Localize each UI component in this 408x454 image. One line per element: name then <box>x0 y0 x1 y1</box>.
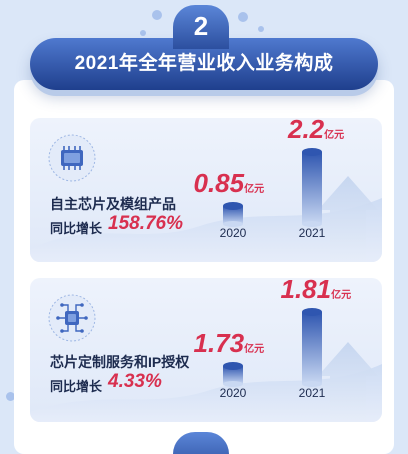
decor-dot <box>238 12 248 22</box>
bar-2020 <box>223 202 243 227</box>
year-tick-label: 2021 <box>298 226 326 240</box>
year-tick-label: 2020 <box>219 386 247 400</box>
wave-decoration <box>30 342 382 422</box>
decor-dot <box>140 30 146 36</box>
decor-dot <box>6 392 15 401</box>
bar-2021 <box>302 148 322 227</box>
section-number-badge: 2 <box>173 5 229 49</box>
year-tick-label: 2020 <box>219 226 247 240</box>
yoy-label: 同比增长 <box>50 221 103 236</box>
category-name: 自主芯片及模组产品 <box>50 196 176 212</box>
bar-2020 <box>223 362 243 387</box>
category-name: 芯片定制服务和IP授权 <box>50 354 190 370</box>
yoy-value: 158.76% <box>108 213 184 234</box>
bar-2021 <box>302 308 322 387</box>
business-card-chips: 自主芯片及模组产品 同比增长 158.76% 0.85亿元 2020 2.2亿元 20… <box>30 118 382 262</box>
circuit-chip-icon <box>48 294 96 342</box>
yoy-value: 4.33% <box>108 371 162 392</box>
bar-value-label: 0.85亿元 <box>193 168 265 198</box>
business-card-services: 芯片定制服务和IP授权 同比增长 4.33% 1.73亿元 2020 1.81亿元 2… <box>30 278 382 422</box>
yoy-label: 同比增长 <box>50 379 103 394</box>
bar-value-label: 1.81亿元 <box>280 278 352 304</box>
decor-dot <box>258 26 264 32</box>
next-section-badge <box>173 432 229 454</box>
decor-dot <box>152 10 162 20</box>
bar-value-label: 1.73亿元 <box>193 328 265 358</box>
bar-value-label: 2.2亿元 <box>288 118 345 144</box>
year-tick-label: 2021 <box>298 386 326 400</box>
chip-icon <box>48 134 96 182</box>
wave-decoration <box>30 176 382 262</box>
